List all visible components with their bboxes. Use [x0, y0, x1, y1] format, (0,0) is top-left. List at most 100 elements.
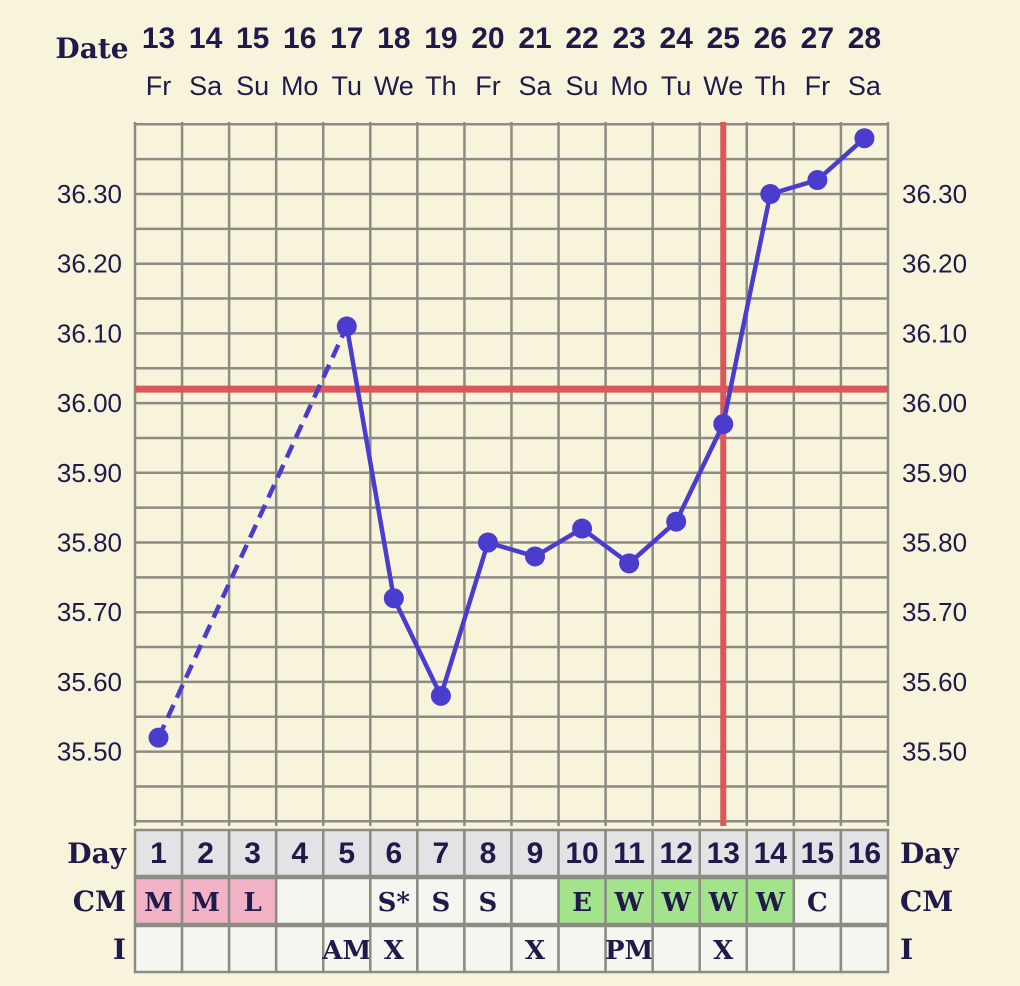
day-number: 15 — [801, 837, 834, 870]
weekday-tick: Tu — [661, 71, 692, 101]
series-segment — [674, 423, 726, 523]
data-point — [619, 553, 640, 574]
day-number: 8 — [480, 837, 497, 870]
weekday-tick: Mo — [281, 71, 319, 101]
date-tick: 22 — [565, 22, 598, 55]
row-label-i: I — [113, 933, 126, 966]
data-point — [383, 588, 404, 609]
i-value: X — [713, 936, 734, 966]
day-number: 6 — [385, 837, 402, 870]
date-tick: 26 — [754, 22, 787, 55]
row-cell-days — [274, 828, 325, 878]
data-point — [807, 170, 828, 191]
row-cell-cm — [227, 876, 278, 926]
cm-value: C — [807, 888, 828, 918]
row-label-cm: CM — [73, 885, 126, 918]
weekday-tick: Tu — [332, 71, 363, 101]
cm-value: W — [614, 888, 645, 918]
row-cell-days — [557, 828, 607, 878]
date-tick: 15 — [236, 22, 269, 55]
row-label-right-i: I — [900, 933, 913, 966]
row-cell-days — [839, 828, 890, 878]
date-tick: 28 — [848, 22, 881, 55]
day-number: 11 — [613, 837, 645, 870]
row-cell-days — [227, 828, 278, 878]
row-cell-i — [463, 924, 513, 974]
row-cell-i — [557, 924, 607, 974]
day-number: 3 — [244, 837, 261, 870]
y-tick-left: 35.90 — [57, 458, 122, 488]
day-number: 7 — [433, 837, 450, 870]
y-tick-right: 35.50 — [902, 737, 967, 767]
y-tick-left: 36.10 — [57, 318, 122, 348]
weekday-tick: Fr — [146, 71, 171, 101]
day-number: 12 — [660, 837, 693, 870]
cm-value: S — [431, 888, 450, 918]
weekday-tick: Th — [425, 71, 457, 101]
y-tick-right: 36.30 — [902, 179, 967, 209]
series-segment — [344, 326, 397, 599]
row-cell-i — [839, 924, 890, 974]
data-point — [713, 414, 734, 435]
date-label: Date — [55, 32, 128, 65]
day-number: 2 — [197, 837, 214, 870]
weekday-tick: Sa — [189, 71, 223, 101]
date-tick: 13 — [142, 22, 175, 55]
y-tick-right: 35.60 — [902, 667, 967, 697]
y-tick-right: 35.90 — [902, 458, 967, 488]
row-cell-days — [745, 828, 796, 878]
row-cell-cm — [745, 876, 796, 926]
i-value: PM — [605, 936, 653, 966]
data-point — [477, 532, 498, 553]
series-segment — [815, 136, 866, 182]
series-segment — [627, 519, 678, 566]
row-cell-cm — [839, 876, 890, 926]
row-cell-days — [321, 828, 372, 878]
row-cell-i — [416, 924, 466, 974]
row-cell-cm — [133, 876, 184, 926]
row-cell-i — [321, 924, 372, 974]
y-tick-left: 36.00 — [57, 388, 122, 418]
row-label-right-cm: CM — [900, 885, 953, 918]
y-tick-right: 36.00 — [902, 388, 967, 418]
row-label-days: Day — [67, 837, 126, 870]
day-number: 14 — [754, 837, 788, 870]
cm-value: S* — [378, 888, 411, 918]
cm-value: M — [144, 888, 173, 918]
row-cell-days — [133, 828, 184, 878]
row-cell-days — [416, 828, 466, 878]
date-tick: 20 — [471, 22, 504, 55]
series-segment — [391, 597, 443, 697]
y-tick-left: 35.80 — [57, 528, 122, 558]
row-cell-days — [510, 828, 560, 878]
i-value: X — [384, 936, 405, 966]
weekday-tick: Su — [236, 71, 269, 101]
i-value: X — [525, 936, 546, 966]
day-number: 10 — [565, 837, 598, 870]
day-number: 4 — [291, 837, 308, 870]
weekday-tick: We — [703, 71, 743, 101]
date-tick: 21 — [518, 22, 551, 55]
day-number: 1 — [150, 837, 167, 870]
row-cell-i — [604, 924, 654, 974]
row-cell-cm — [321, 876, 372, 926]
series-segment — [438, 541, 491, 697]
row-cell-i — [227, 924, 278, 974]
cm-value: E — [572, 888, 592, 918]
cm-value: M — [191, 888, 220, 918]
data-point — [525, 546, 546, 567]
row-cell-cm — [180, 876, 231, 926]
y-tick-left: 35.70 — [57, 597, 122, 627]
date-tick: 24 — [660, 22, 694, 55]
row-cell-cm — [557, 876, 607, 926]
row-cell-days — [180, 828, 231, 878]
data-point — [148, 727, 169, 748]
data-point — [572, 518, 593, 539]
weekday-tick: Fr — [475, 71, 500, 101]
data-point — [336, 316, 357, 337]
y-tick-right: 36.10 — [902, 318, 967, 348]
day-number: 9 — [527, 837, 544, 870]
data-point — [666, 511, 687, 532]
series-segment-dashed — [156, 325, 349, 739]
